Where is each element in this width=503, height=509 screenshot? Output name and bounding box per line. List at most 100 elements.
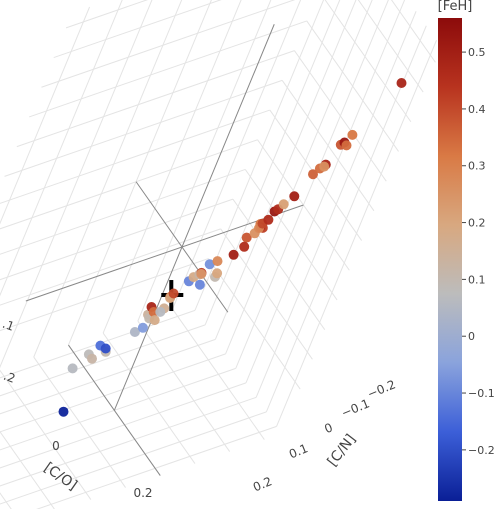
data-point: [100, 343, 111, 354]
grid-line: [204, 0, 341, 326]
data-point: [212, 256, 223, 267]
colorbar-tick-label: −0.1: [468, 387, 495, 400]
grid-line: [245, 0, 406, 384]
data-point: [308, 169, 318, 180]
grid-line: [0, 492, 12, 509]
grid-line: [33, 356, 126, 488]
z-zero-line: [113, 24, 275, 411]
data-point: [263, 214, 274, 225]
z-tick-label: .2: [2, 369, 18, 386]
cn-tick-label: 0: [322, 420, 334, 436]
grid-line: [194, 0, 325, 311]
data-point: [289, 191, 300, 202]
grid-line: [67, 0, 212, 346]
cn-tick-label: −0.1: [339, 396, 371, 420]
grid-line: [255, 11, 417, 398]
grid-line: [0, 228, 221, 306]
grid-line: [0, 6, 91, 225]
cn-tick-label: 0.1: [287, 441, 310, 461]
data-point: [137, 322, 148, 333]
grid-line: [357, 0, 424, 93]
grid-line: [0, 382, 247, 469]
colorbar-tick-label: 0.4: [468, 103, 486, 116]
grid-line: [102, 332, 196, 464]
grid-line: [36, 425, 277, 509]
grid-line: [102, 0, 242, 334]
grid-line: [0, 309, 196, 379]
colorbar-tick-label: 0: [468, 330, 475, 343]
data-point: [149, 315, 160, 326]
grid-line: [0, 139, 258, 230]
data-point: [67, 363, 78, 374]
grid-line: [4, 79, 283, 177]
data-point: [396, 78, 407, 88]
colorbar: [FeH] 0.5 0.4 0.3 0.2 0.1 0 −0.1 −0.2: [438, 0, 495, 501]
colorbar-tick-label: −0.2: [468, 444, 495, 457]
grid-line: [235, 0, 389, 369]
grid-line: [172, 308, 265, 440]
grid-line: [172, 0, 302, 310]
colorbar-gradient: [438, 18, 462, 501]
data-point: [278, 199, 289, 210]
grid-line: [0, 109, 271, 204]
data-point: [204, 259, 215, 270]
data-point: [196, 269, 207, 279]
z-tick-label: .1: [1, 317, 17, 334]
grid-line: [0, 168, 246, 255]
grid-line: [390, 0, 436, 63]
grid-line: [0, 369, 92, 500]
grid-line: [0, 198, 234, 281]
grid-line: [0, 353, 226, 433]
data-point: [129, 327, 140, 337]
grid-line: [53, 0, 222, 59]
data-point: [241, 232, 252, 243]
grid-line: [33, 0, 183, 358]
colorbar-tick-label: 0.3: [468, 160, 486, 173]
colorbar-title: [FeH]: [438, 0, 473, 14]
colorbar-tick-label: 0.1: [468, 273, 486, 286]
grid-line: [0, 396, 257, 487]
floor-line: [68, 344, 161, 476]
grid-line: [225, 0, 373, 355]
grid-line: [0, 0, 153, 369]
grid-line: [0, 430, 55, 509]
grid-line: [0, 411, 267, 505]
data-point: [347, 129, 358, 140]
scene-axes: [25, 24, 304, 476]
data-point: [194, 279, 205, 290]
data-point: [87, 353, 97, 364]
data-point: [168, 288, 179, 299]
grid-line: [265, 25, 427, 413]
grid-line: [0, 258, 209, 332]
cn-tick-label: −0.2: [365, 377, 397, 401]
scene-grid: [0, 0, 437, 509]
colorbar-tick-label: 0.5: [468, 46, 486, 59]
grid-line: [65, 0, 149, 29]
grid-line: [28, 20, 307, 118]
data-point: [212, 268, 223, 279]
data-point: [155, 306, 166, 317]
grid-line: [137, 0, 272, 322]
data-point: [341, 140, 352, 151]
grid-line: [0, 367, 236, 451]
colorbar-tick-label: 0.2: [468, 217, 486, 230]
data-points: [58, 78, 407, 417]
data-point: [228, 249, 239, 260]
co-tick-label: 0: [52, 439, 60, 453]
data-point: [319, 161, 330, 172]
cn-axis-title: [C/N]: [324, 431, 359, 469]
grid-line: [0, 0, 123, 297]
grid-line: [41, 0, 296, 88]
grid-line: [137, 320, 231, 452]
data-point: [58, 406, 69, 417]
grid-line: [16, 50, 295, 148]
grid-line: [0, 338, 216, 415]
data-point: [239, 241, 250, 252]
grid-line: [276, 40, 437, 427]
grid-line: [0, 324, 206, 397]
colorbar-ticks: 0.5 0.4 0.3 0.2 0.1 0 −0.1 −0.2: [462, 46, 495, 457]
grid-line: [214, 0, 357, 340]
cn-tick-label: 0.2: [251, 474, 274, 494]
co-tick-label: 0.2: [133, 486, 152, 500]
